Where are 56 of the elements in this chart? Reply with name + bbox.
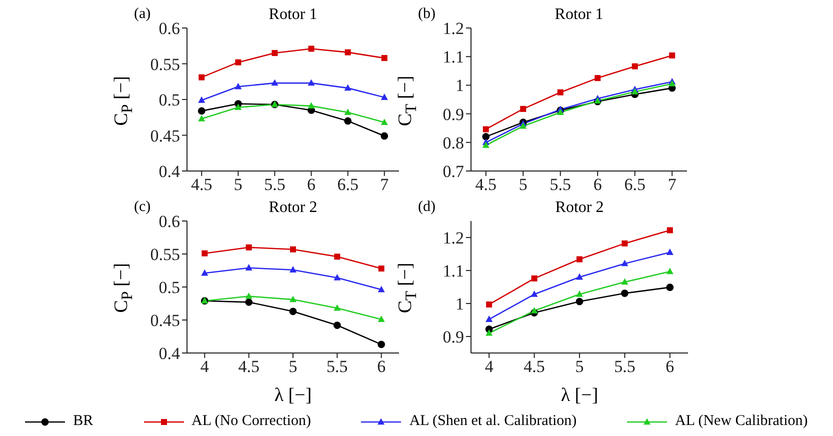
x-axis-title: λ [−] xyxy=(560,385,600,407)
x-tick-label: 7 xyxy=(380,175,390,194)
x-tick-label: 4.5 xyxy=(524,357,545,376)
legend-label: BR xyxy=(73,413,94,430)
y-tick-label: 0.5 xyxy=(158,278,180,298)
y-tick-label: 0.9 xyxy=(442,328,464,347)
y-tick-label: 1 xyxy=(456,294,464,314)
x-tick-label: 5 xyxy=(234,175,242,194)
y-tick-label: 1.2 xyxy=(442,228,464,248)
x-tick-label: 4 xyxy=(484,357,494,376)
x-tick-label: 6 xyxy=(593,175,602,194)
x-tick-label: 5.5 xyxy=(264,175,286,194)
x-tick-label: 6 xyxy=(307,175,316,194)
y-tick-label: 1.1 xyxy=(442,262,464,281)
x-tick-label: 6 xyxy=(666,357,674,376)
x-tick-label: 5.5 xyxy=(614,357,636,376)
x-axis-title: λ [−] xyxy=(273,385,313,407)
x-tick-label: 4.5 xyxy=(190,175,212,194)
y-tick-label: 0.7 xyxy=(442,162,464,182)
legend-label: AL (No Correction) xyxy=(192,413,311,430)
text: (c) xyxy=(134,199,151,216)
text: (a) xyxy=(134,6,151,23)
x-tick-label: 4.5 xyxy=(475,175,497,194)
y-tick-label: 0.45 xyxy=(150,126,180,146)
chart-title: Rotor 1 xyxy=(554,6,604,24)
y-tick-label: 0.55 xyxy=(150,245,180,264)
chart-title: Rotor 2 xyxy=(268,199,318,217)
x-tick-label: 6 xyxy=(377,357,386,376)
x-tick-label: 5 xyxy=(288,357,298,376)
x-tick-label: 5.5 xyxy=(550,175,572,194)
chart-title: Rotor 2 xyxy=(554,199,605,217)
x-tick-label: 5 xyxy=(575,357,584,376)
y-tick-label: 0.45 xyxy=(150,311,180,330)
y-tick-label: 0.55 xyxy=(150,54,180,74)
x-tick-label: 7 xyxy=(668,175,677,194)
legend-label: AL (New Calibration) xyxy=(675,413,808,430)
y-tick-label: 0.8 xyxy=(442,133,464,152)
y-tick-label: 1 xyxy=(456,76,464,96)
x-tick-label: 4.5 xyxy=(238,357,260,376)
y-tick-label: 0.6 xyxy=(158,19,180,38)
text: (b) xyxy=(418,6,436,23)
y-tick-label: 0.4 xyxy=(158,162,180,182)
y-tick-label: 0.4 xyxy=(158,344,180,364)
x-tick-label: 6.5 xyxy=(624,175,646,194)
y-tick-label: 0.5 xyxy=(158,90,180,110)
x-tick-label: 5 xyxy=(518,175,528,194)
y-tick-label: 0.6 xyxy=(158,212,180,232)
y-tick-label: 1.2 xyxy=(442,19,464,38)
text: (d) xyxy=(418,199,436,216)
y-tick-label: 1.1 xyxy=(442,48,464,67)
x-tick-label: 6.5 xyxy=(337,175,358,194)
y-tick-label: 0.9 xyxy=(442,104,464,124)
chart-title: Rotor 1 xyxy=(268,6,318,24)
x-tick-label: 4 xyxy=(200,357,210,376)
x-tick-label: 5.5 xyxy=(326,357,348,376)
legend-label: AL (Shen et al. Calibration) xyxy=(409,413,577,430)
